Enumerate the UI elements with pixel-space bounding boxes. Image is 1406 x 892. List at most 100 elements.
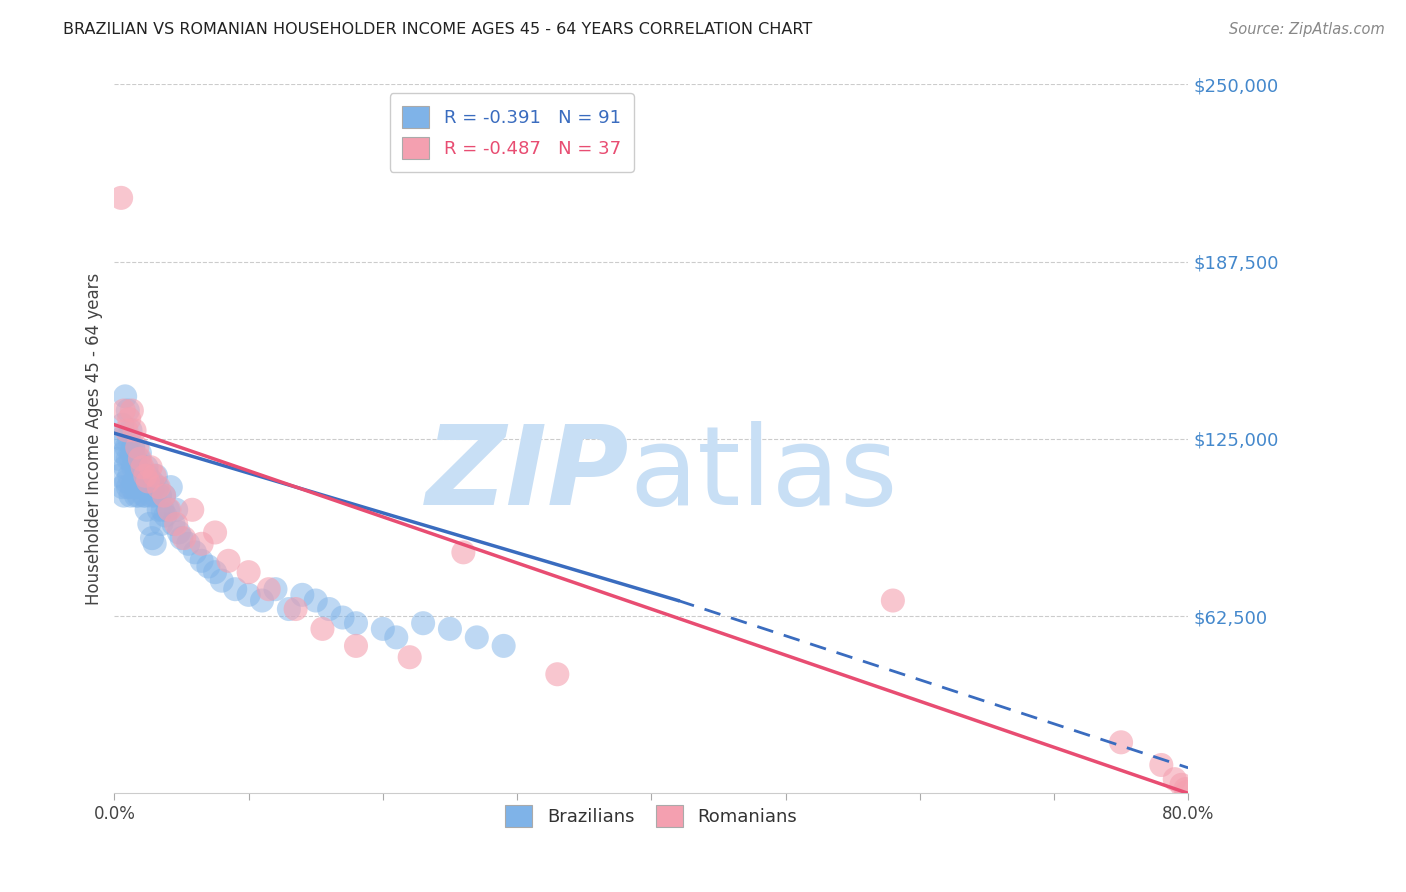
Point <box>111 480 134 494</box>
Point <box>453 545 475 559</box>
Point <box>128 489 150 503</box>
Point <box>124 451 146 466</box>
Text: atlas: atlas <box>630 421 898 528</box>
Point <box>165 516 187 531</box>
Point <box>127 441 149 455</box>
Point <box>167 525 190 540</box>
Point <box>143 489 166 503</box>
Point <box>141 531 163 545</box>
Point <box>129 480 152 494</box>
Point <box>124 475 146 489</box>
Point <box>238 565 260 579</box>
Point <box>398 650 420 665</box>
Point <box>112 403 135 417</box>
Point <box>138 480 160 494</box>
Point <box>1109 735 1132 749</box>
Point <box>127 468 149 483</box>
Point <box>112 489 135 503</box>
Point <box>129 460 152 475</box>
Point <box>110 432 132 446</box>
Point <box>117 451 139 466</box>
Point <box>121 403 143 417</box>
Point <box>132 489 155 503</box>
Point <box>120 489 142 503</box>
Point <box>121 480 143 494</box>
Point <box>204 565 226 579</box>
Point <box>145 468 167 483</box>
Point <box>129 451 152 466</box>
Point <box>146 480 169 494</box>
Point <box>291 588 314 602</box>
Point <box>1170 778 1192 792</box>
Text: ZIP: ZIP <box>426 421 630 528</box>
Point <box>190 554 212 568</box>
Legend: Brazilians, Romanians: Brazilians, Romanians <box>498 797 804 834</box>
Point <box>385 631 408 645</box>
Point <box>139 460 162 475</box>
Point <box>143 537 166 551</box>
Point <box>107 451 129 466</box>
Point <box>190 537 212 551</box>
Point <box>311 622 333 636</box>
Point <box>131 468 153 483</box>
Point <box>112 446 135 460</box>
Point <box>159 480 181 494</box>
Point <box>148 503 170 517</box>
Point <box>305 593 328 607</box>
Point <box>153 489 176 503</box>
Point <box>150 516 173 531</box>
Point <box>118 468 141 483</box>
Y-axis label: Householder Income Ages 45 - 64 years: Householder Income Ages 45 - 64 years <box>86 273 103 605</box>
Point <box>124 423 146 437</box>
Point <box>371 622 394 636</box>
Point <box>181 503 204 517</box>
Point <box>1174 782 1197 797</box>
Point <box>159 503 181 517</box>
Point <box>318 602 340 616</box>
Point <box>412 616 434 631</box>
Point <box>122 441 145 455</box>
Point <box>257 582 280 597</box>
Point <box>114 432 136 446</box>
Point <box>143 468 166 483</box>
Point <box>197 559 219 574</box>
Point <box>157 503 180 517</box>
Point <box>122 460 145 475</box>
Point <box>136 468 159 483</box>
Point <box>128 468 150 483</box>
Point <box>127 480 149 494</box>
Point <box>110 191 132 205</box>
Point <box>211 574 233 588</box>
Text: BRAZILIAN VS ROMANIAN HOUSEHOLDER INCOME AGES 45 - 64 YEARS CORRELATION CHART: BRAZILIAN VS ROMANIAN HOUSEHOLDER INCOME… <box>63 22 813 37</box>
Point <box>111 417 134 432</box>
Point <box>114 389 136 403</box>
Point <box>120 423 142 437</box>
Point <box>128 451 150 466</box>
Point <box>264 582 287 597</box>
Point <box>118 412 141 426</box>
Point <box>162 516 184 531</box>
Point <box>170 531 193 545</box>
Point <box>184 545 207 559</box>
Point <box>284 602 307 616</box>
Point <box>131 460 153 475</box>
Point <box>1150 758 1173 772</box>
Point <box>129 446 152 460</box>
Point <box>153 489 176 503</box>
Point <box>138 516 160 531</box>
Point <box>125 489 148 503</box>
Point <box>141 475 163 489</box>
Point <box>439 622 461 636</box>
Point <box>149 489 172 503</box>
Point <box>114 460 136 475</box>
Point <box>546 667 568 681</box>
Point <box>155 508 177 523</box>
Point <box>1164 772 1187 787</box>
Point <box>134 489 156 503</box>
Point <box>117 480 139 494</box>
Point <box>165 503 187 517</box>
Point <box>492 639 515 653</box>
Point <box>108 468 131 483</box>
Point <box>115 475 138 489</box>
Point <box>122 441 145 455</box>
